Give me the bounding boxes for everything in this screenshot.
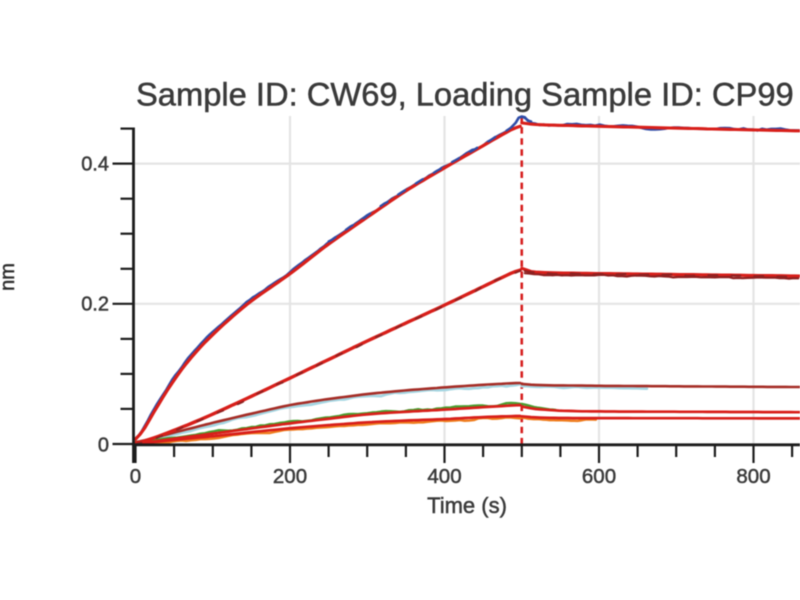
svg-text:0.2: 0.2 — [81, 294, 109, 316]
svg-text:400: 400 — [427, 465, 461, 488]
svg-text:nm: nm — [0, 263, 19, 291]
svg-text:800: 800 — [736, 465, 770, 488]
svg-text:0.4: 0.4 — [81, 154, 109, 176]
svg-text:600: 600 — [582, 465, 616, 488]
svg-text:0: 0 — [98, 435, 109, 457]
svg-text:0: 0 — [130, 465, 141, 488]
svg-text:Sample ID: CW69, Loading Sampl: Sample ID: CW69, Loading Sample ID: CP99 — [136, 76, 794, 113]
svg-text:Time (s): Time (s) — [427, 493, 507, 518]
svg-text:200: 200 — [273, 465, 307, 488]
